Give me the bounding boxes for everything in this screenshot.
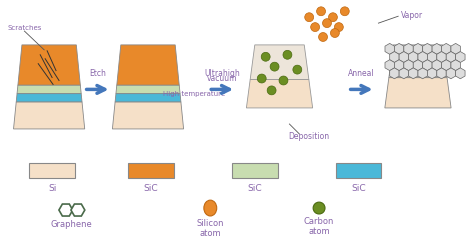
Polygon shape (17, 85, 81, 94)
Circle shape (279, 76, 288, 85)
Polygon shape (385, 43, 394, 54)
Polygon shape (428, 68, 437, 79)
Polygon shape (441, 60, 451, 71)
Text: Ultrahigh: Ultrahigh (204, 68, 240, 77)
Polygon shape (250, 45, 309, 80)
Polygon shape (59, 204, 73, 216)
Bar (29, 163, 75, 178)
Polygon shape (394, 43, 404, 54)
Text: Silicon
atom: Silicon atom (197, 219, 224, 238)
Polygon shape (389, 45, 447, 78)
Polygon shape (441, 43, 451, 54)
Circle shape (270, 62, 279, 71)
Polygon shape (409, 68, 418, 79)
Polygon shape (385, 78, 451, 108)
Bar (336, 163, 382, 178)
Text: Si: Si (48, 184, 56, 193)
Text: SiC: SiC (351, 184, 366, 193)
Text: vacuum: vacuum (207, 74, 237, 83)
Circle shape (257, 74, 266, 83)
Polygon shape (451, 43, 460, 54)
Polygon shape (390, 68, 399, 79)
Circle shape (283, 50, 292, 59)
Polygon shape (399, 68, 409, 79)
Polygon shape (428, 52, 437, 62)
Polygon shape (446, 52, 456, 62)
Text: SiC: SiC (247, 184, 262, 193)
Polygon shape (394, 60, 404, 71)
Polygon shape (456, 52, 465, 62)
Text: Scratches: Scratches (8, 25, 42, 31)
Circle shape (293, 65, 302, 74)
Polygon shape (404, 60, 413, 71)
Polygon shape (14, 102, 85, 129)
Polygon shape (385, 60, 394, 71)
Text: High temperature: High temperature (163, 91, 225, 97)
Polygon shape (418, 52, 428, 62)
Polygon shape (437, 68, 446, 79)
Polygon shape (117, 45, 179, 85)
Circle shape (305, 13, 314, 22)
Text: Carbon
atom: Carbon atom (304, 217, 334, 236)
Circle shape (267, 86, 276, 95)
Polygon shape (432, 43, 441, 54)
Polygon shape (399, 52, 409, 62)
Polygon shape (390, 52, 399, 62)
Polygon shape (404, 43, 413, 54)
Polygon shape (246, 80, 313, 108)
Circle shape (310, 23, 319, 32)
Polygon shape (16, 94, 82, 102)
Circle shape (319, 33, 328, 41)
Circle shape (334, 23, 343, 32)
Bar (128, 163, 173, 178)
Polygon shape (115, 94, 181, 102)
Polygon shape (18, 45, 81, 85)
Polygon shape (409, 52, 418, 62)
Circle shape (322, 19, 331, 28)
Polygon shape (432, 60, 441, 71)
Polygon shape (413, 43, 423, 54)
Polygon shape (446, 68, 456, 79)
Polygon shape (456, 68, 465, 79)
Polygon shape (71, 204, 85, 216)
Polygon shape (423, 60, 432, 71)
Polygon shape (451, 60, 460, 71)
Text: Vapor: Vapor (401, 11, 423, 20)
Text: Etch: Etch (89, 68, 106, 77)
Polygon shape (116, 85, 180, 94)
Circle shape (317, 7, 326, 16)
Text: Deposition: Deposition (289, 132, 330, 141)
Circle shape (261, 52, 270, 61)
Circle shape (328, 13, 337, 22)
Polygon shape (112, 102, 183, 129)
Bar (232, 163, 278, 178)
Polygon shape (423, 43, 432, 54)
Polygon shape (413, 60, 423, 71)
Text: Anneal: Anneal (348, 68, 375, 77)
Circle shape (340, 7, 349, 16)
Text: SiC: SiC (144, 184, 158, 193)
Text: Graphene: Graphene (51, 220, 93, 229)
Ellipse shape (204, 200, 217, 216)
Circle shape (330, 29, 339, 38)
Polygon shape (437, 52, 446, 62)
Circle shape (313, 202, 325, 214)
Polygon shape (418, 68, 428, 79)
